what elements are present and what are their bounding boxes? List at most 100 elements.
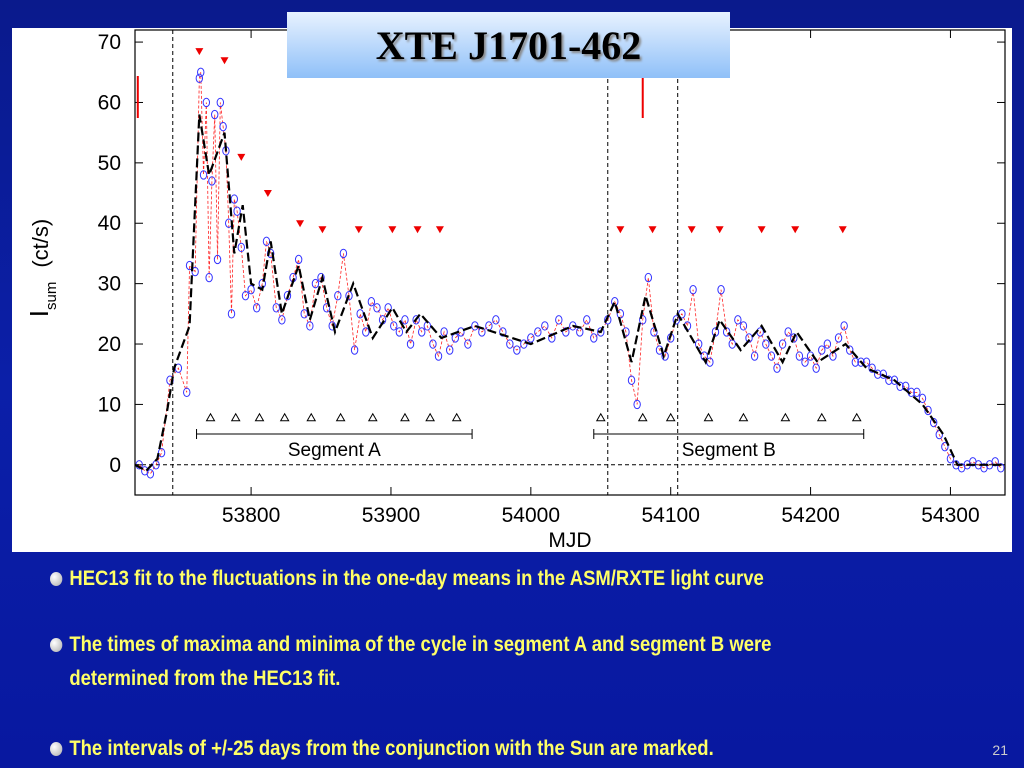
data-point: [890, 375, 899, 385]
data-point: [611, 297, 619, 307]
data-point: [199, 170, 208, 180]
maximum-marker: [195, 48, 204, 56]
data-point: [590, 333, 598, 343]
bullet-dot: [50, 638, 63, 652]
data-point: [918, 393, 927, 404]
data-point: [227, 309, 236, 319]
maximum-marker: [687, 226, 696, 234]
data-point: [633, 399, 641, 410]
data-point: [520, 339, 528, 349]
segment-label: Segment A: [288, 440, 381, 461]
data-point: [157, 448, 166, 458]
maximum-marker: [318, 226, 327, 234]
y-label-sub: sum: [43, 282, 60, 310]
data-point: [689, 284, 697, 295]
data-line: [138, 72, 1002, 475]
data-point: [583, 315, 591, 325]
data-point: [767, 351, 776, 361]
maximum-marker: [648, 226, 657, 234]
data-point: [191, 266, 199, 277]
data-point: [734, 315, 742, 325]
chart-panel: 0 10 20 30 40 50 60 70 53800 53900 54000 54100 54200…: [12, 28, 1012, 552]
y-tick-label: 10: [98, 393, 121, 416]
data-point: [373, 303, 381, 313]
data-point: [384, 303, 392, 313]
bullet-text: determined from the HEC13 fit.: [69, 667, 341, 690]
data-point: [362, 327, 370, 337]
plot-frame: [134, 29, 1006, 496]
minimum-marker: [335, 412, 346, 422]
data-point: [834, 333, 843, 343]
data-point: [237, 242, 246, 253]
bullet-text: The intervals of +/-25 days from the con…: [69, 737, 714, 760]
data-point: [356, 309, 364, 319]
data-point: [513, 345, 521, 355]
data-point: [202, 97, 211, 108]
data-point: [434, 351, 443, 361]
data-point: [328, 321, 336, 331]
data-point: [534, 327, 542, 337]
data-point: [195, 73, 204, 84]
data-point: [941, 441, 949, 452]
y-tick-label: 50: [98, 152, 121, 175]
data-point: [773, 363, 781, 373]
maximum-marker: [413, 226, 422, 234]
data-point: [311, 278, 320, 289]
data-point: [492, 315, 500, 325]
page-number: 21: [992, 742, 1008, 758]
maximum-marker: [791, 226, 800, 234]
data-point: [946, 454, 955, 464]
y-axis-label: Isum (ct/s): [24, 219, 60, 317]
data-point: [576, 327, 584, 337]
minimum-marker: [279, 412, 290, 422]
data-point: [208, 176, 216, 186]
minimum-marker: [703, 412, 714, 422]
data-point: [795, 351, 804, 361]
data-point: [857, 357, 865, 367]
data-point: [213, 254, 222, 265]
data-point: [929, 417, 938, 428]
data-point: [840, 321, 848, 331]
x-tick-label: 53800: [222, 504, 280, 527]
y-tick-label: 30: [98, 273, 121, 296]
data-point: [418, 327, 426, 337]
segment-bracket: [593, 429, 865, 439]
bullet-line: HEC13 fit to the fluctuations in the one…: [50, 562, 764, 596]
data-point: [913, 387, 921, 398]
data-point: [541, 321, 549, 331]
maximum-marker: [354, 226, 363, 234]
chart: 0 10 20 30 40 50 60 70 53800 53900 54000 54100 54200…: [24, 29, 1006, 552]
data-point: [499, 327, 507, 337]
y-label-main: I: [24, 310, 54, 317]
minimum-marker: [851, 412, 862, 422]
data-point: [851, 357, 860, 367]
segment-bracket: [196, 429, 473, 439]
data-point: [429, 339, 437, 349]
maximum-marker: [220, 57, 229, 65]
title-box: XTE J1701-462: [287, 12, 730, 78]
data-point: [762, 339, 770, 349]
data-point: [241, 291, 250, 301]
bullet-text: The times of maxima and minima of the cy…: [69, 633, 772, 656]
data-point: [790, 333, 798, 343]
data-point: [924, 405, 932, 416]
data-point: [745, 333, 753, 343]
bullet-text: HEC13 fit to the fluctuations in the one…: [69, 567, 764, 590]
minimum-marker: [637, 412, 648, 422]
minimum-marker: [780, 412, 791, 422]
data-point: [778, 339, 787, 349]
y-tick-label: 70: [98, 31, 121, 54]
data-point: [627, 375, 636, 385]
fit-curve: [134, 114, 1005, 473]
data-point: [230, 194, 239, 204]
y-tick-label: 20: [98, 333, 121, 356]
data-point: [334, 291, 342, 301]
minimum-marker: [816, 412, 827, 422]
data-point: [555, 315, 563, 325]
data-point: [272, 303, 280, 313]
data-point: [739, 321, 748, 331]
data-point: [823, 339, 832, 349]
data-point: [717, 284, 725, 295]
data-point: [991, 457, 999, 467]
data-point: [146, 469, 155, 479]
